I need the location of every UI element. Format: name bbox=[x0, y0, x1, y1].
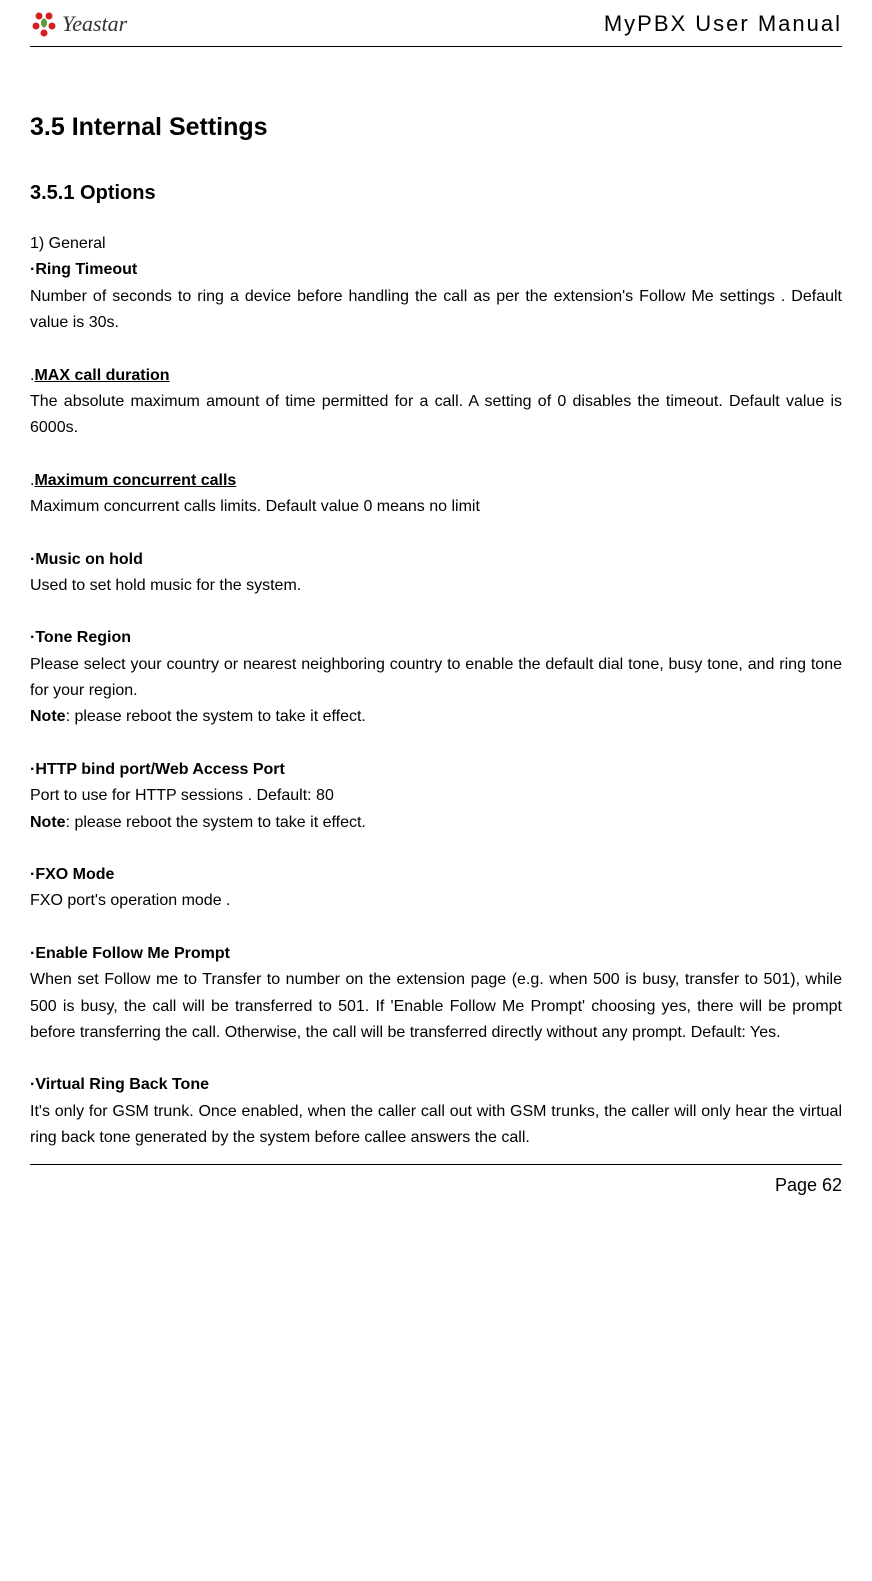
item-body: When set Follow me to Transfer to number… bbox=[30, 967, 842, 1046]
item-title-line: .MAX call duration bbox=[30, 363, 842, 389]
item-body: Port to use for HTTP sessions . Default:… bbox=[30, 783, 842, 809]
item-follow-me: ·Enable Follow Me Prompt When set Follow… bbox=[30, 941, 842, 1047]
item-body: Maximum concurrent calls limits. Default… bbox=[30, 494, 842, 520]
item-note: Note: please reboot the system to take i… bbox=[30, 810, 842, 836]
item-http-port: ·HTTP bind port/Web Access Port Port to … bbox=[30, 757, 842, 836]
item-title: ·Music on hold bbox=[30, 547, 842, 573]
item-title: ·Virtual Ring Back Tone bbox=[30, 1072, 842, 1098]
logo-icon bbox=[30, 10, 58, 38]
item-body: The absolute maximum amount of time perm… bbox=[30, 389, 842, 442]
note-body: : please reboot the system to take it ef… bbox=[66, 814, 366, 831]
page-footer: Page 62 bbox=[30, 1164, 842, 1196]
note-label: Note bbox=[30, 708, 66, 725]
subsection-label: 1) General bbox=[30, 231, 842, 257]
item-note: Note: please reboot the system to take i… bbox=[30, 704, 842, 730]
item-body: Used to set hold music for the system. bbox=[30, 573, 842, 599]
page-container: Yeastar MyPBX User Manual 3.5 Internal S… bbox=[0, 0, 872, 1216]
item-title: ·Enable Follow Me Prompt bbox=[30, 941, 842, 967]
section-heading: 3.5 Internal Settings bbox=[30, 107, 842, 147]
item-music-hold: ·Music on hold Used to set hold music fo… bbox=[30, 547, 842, 600]
item-fxo-mode: ·FXO Mode FXO port's operation mode . bbox=[30, 862, 842, 915]
item-title: MAX call duration bbox=[34, 367, 169, 384]
item-body: FXO port's operation mode . bbox=[30, 888, 842, 914]
item-title: ·FXO Mode bbox=[30, 862, 842, 888]
logo-text: Yeastar bbox=[62, 11, 127, 37]
item-title: Maximum concurrent calls bbox=[34, 472, 236, 489]
page-header: Yeastar MyPBX User Manual bbox=[30, 10, 842, 47]
item-title: ·Ring Timeout bbox=[30, 257, 842, 283]
item-title: ·Tone Region bbox=[30, 625, 842, 651]
page-number: Page 62 bbox=[775, 1175, 842, 1195]
document-title: MyPBX User Manual bbox=[604, 11, 842, 37]
subsection-heading: 3.5.1 Options bbox=[30, 177, 842, 209]
item-title: ·HTTP bind port/Web Access Port bbox=[30, 757, 842, 783]
logo: Yeastar bbox=[30, 10, 127, 38]
item-virtual-ring: ·Virtual Ring Back Tone It's only for GS… bbox=[30, 1072, 842, 1151]
item-max-call-duration: .MAX call duration The absolute maximum … bbox=[30, 363, 842, 442]
item-body: It's only for GSM trunk. Once enabled, w… bbox=[30, 1099, 842, 1152]
item-ring-timeout: ·Ring Timeout Number of seconds to ring … bbox=[30, 257, 842, 336]
item-max-concurrent: .Maximum concurrent calls Maximum concur… bbox=[30, 468, 842, 521]
item-title-line: .Maximum concurrent calls bbox=[30, 468, 842, 494]
item-body: Please select your country or nearest ne… bbox=[30, 652, 842, 705]
note-body: : please reboot the system to take it ef… bbox=[66, 708, 366, 725]
page-content: 3.5 Internal Settings 3.5.1 Options 1) G… bbox=[30, 47, 842, 1152]
note-label: Note bbox=[30, 814, 66, 831]
item-tone-region: ·Tone Region Please select your country … bbox=[30, 625, 842, 731]
item-body: Number of seconds to ring a device befor… bbox=[30, 284, 842, 337]
